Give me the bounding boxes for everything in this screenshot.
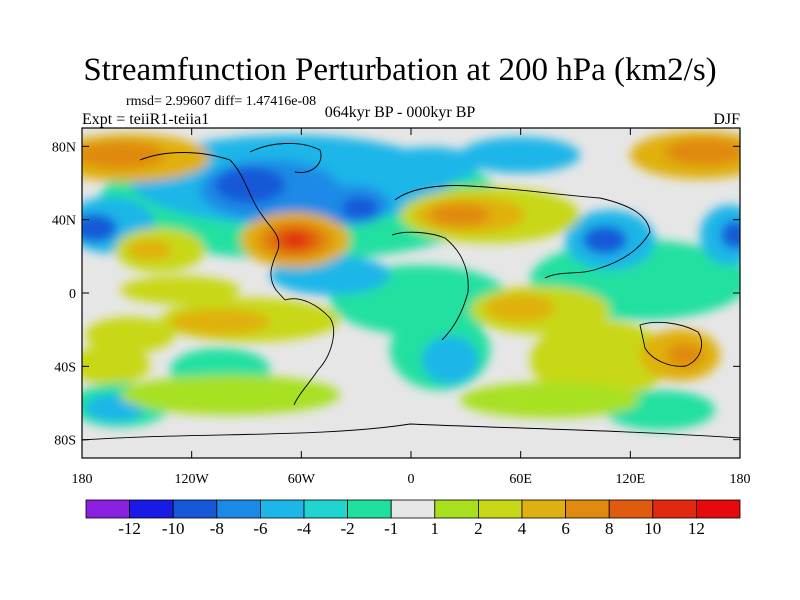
- colorbar-swatch: [259, 499, 305, 519]
- colorbar-label: 2: [474, 519, 483, 538]
- colorbar-swatch: [565, 499, 610, 519]
- colorbar-label: -8: [210, 519, 224, 538]
- lon-tick-label: 180: [72, 472, 93, 487]
- lat-tick-label: 0: [69, 287, 76, 302]
- colorbar-label: -12: [118, 519, 141, 538]
- colorbar-label: -1: [384, 519, 398, 538]
- colorbar-swatch: [172, 499, 218, 519]
- lon-tick-label: 180: [730, 472, 751, 487]
- colorbar-swatch: [347, 499, 392, 519]
- season-label: DJF: [713, 111, 740, 128]
- lat-tick-label: 40S: [54, 360, 76, 375]
- coastline-africa: [391, 231, 469, 341]
- colorbar-label: -4: [297, 519, 312, 538]
- lon-tick-label: 0: [408, 472, 415, 487]
- colorbar-swatch: [652, 499, 697, 519]
- colorbar-swatch: [477, 499, 523, 519]
- colorbar-label: 6: [561, 519, 570, 538]
- coastline-south-america: [284, 298, 334, 406]
- colorbar-swatch: [85, 499, 130, 519]
- lon-tick-label: 60E: [509, 472, 532, 487]
- chart-title: Streamfunction Perturbation at 200 hPa (…: [83, 52, 717, 88]
- colorbar-swatch: [608, 499, 654, 519]
- lat-tick-label: 80S: [54, 434, 76, 449]
- rmsd-diff-label: rmsd= 2.99607 diff= 1.47416e-08: [126, 94, 317, 109]
- colorbar-label: -6: [253, 519, 267, 538]
- colorbar-label: 8: [605, 519, 614, 538]
- colorbar-swatch: [434, 499, 479, 519]
- lat-tick-label: 40N: [52, 214, 76, 229]
- axis-labels: 80N 40N 0 40S 80S 180 120W 60W 0 60E 120E 180: [52, 140, 751, 487]
- coastline-antarctica: [82, 423, 740, 441]
- colorbar-swatch: [303, 499, 348, 519]
- lon-tick-label: 60W: [288, 472, 316, 487]
- colorbar-label: 10: [644, 519, 661, 538]
- coastline-north-america: [139, 152, 286, 301]
- lat-tick-label: 80N: [52, 140, 76, 155]
- coastlines: [82, 142, 740, 441]
- colorbar-labels: -12 -10 -8 -6 -4 -2 -1 1 2 4 6 8 10 12: [118, 519, 705, 538]
- colorbar-label: 4: [518, 519, 527, 538]
- colorbar-swatch: [129, 499, 174, 519]
- colorbar-label: 1: [431, 519, 440, 538]
- axis-ticks: [81, 128, 741, 458]
- contour-fill-layer: [82, 131, 740, 430]
- contour-field: [82, 128, 740, 458]
- colorbar-swatch: [216, 499, 261, 519]
- colorbar-label: -10: [162, 519, 185, 538]
- colorbar-label: -2: [341, 519, 355, 538]
- coastline-eurasia: [394, 185, 651, 279]
- colorbar-swatch: [696, 499, 741, 519]
- coastline-greenland: [249, 142, 322, 173]
- lon-tick-label: 120W: [175, 472, 210, 487]
- colorbar-swatch: [521, 499, 566, 519]
- experiment-label: Expt = teiiR1-teiia1: [82, 111, 210, 128]
- colorbar-label: 12: [688, 519, 705, 538]
- colorbar-swatch: [390, 499, 436, 519]
- coastline-australia: [639, 321, 702, 367]
- lon-tick-label: 120E: [616, 472, 646, 487]
- colorbar: [85, 499, 741, 519]
- period-label: 064kyr BP - 000kyr BP: [324, 104, 476, 121]
